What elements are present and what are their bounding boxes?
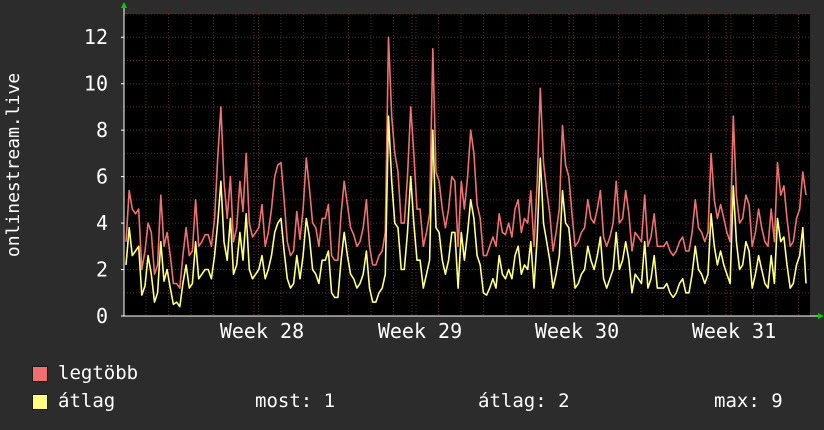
- y-tick-label: 8: [96, 118, 108, 142]
- y-axis-arrow-icon: [121, 2, 127, 8]
- y-tick-label: 0: [96, 304, 108, 328]
- x-tick-label: Week 30: [535, 319, 619, 343]
- y-tick-label: 4: [96, 211, 108, 235]
- plot-area: [124, 14, 810, 316]
- stat-atlag: átlag: 2: [478, 390, 570, 412]
- series-line-atlag: [125, 115, 807, 308]
- y-axis-label: onlinestream.live: [3, 73, 24, 257]
- series-lines: [125, 36, 807, 308]
- tick-labels: 0 2 4 6 8 10 12 Week 28 Week 29 Week 30 Week 31: [84, 25, 776, 343]
- x-tick-label: Week 31: [692, 319, 776, 343]
- legend-label-legtobb: legtöbb: [58, 362, 139, 384]
- legend-label-atlag: átlag: [58, 390, 116, 412]
- legend-swatch-atlag: [32, 394, 48, 410]
- x-tick-label: Week 29: [378, 319, 462, 343]
- y-tick-label: 10: [84, 72, 108, 96]
- legend-swatch-legtobb: [32, 366, 48, 382]
- x-axis-arrow-icon: [818, 313, 824, 319]
- x-tick-label: Week 28: [220, 319, 304, 343]
- y-tick-label: 6: [96, 165, 108, 189]
- stat-most: most: 1: [255, 390, 336, 412]
- y-tick-label: 2: [96, 258, 108, 282]
- series-line-legtobb: [125, 36, 807, 289]
- stat-max: max: 9: [714, 390, 783, 412]
- axes: [121, 2, 824, 319]
- y-tick-label: 12: [84, 25, 108, 49]
